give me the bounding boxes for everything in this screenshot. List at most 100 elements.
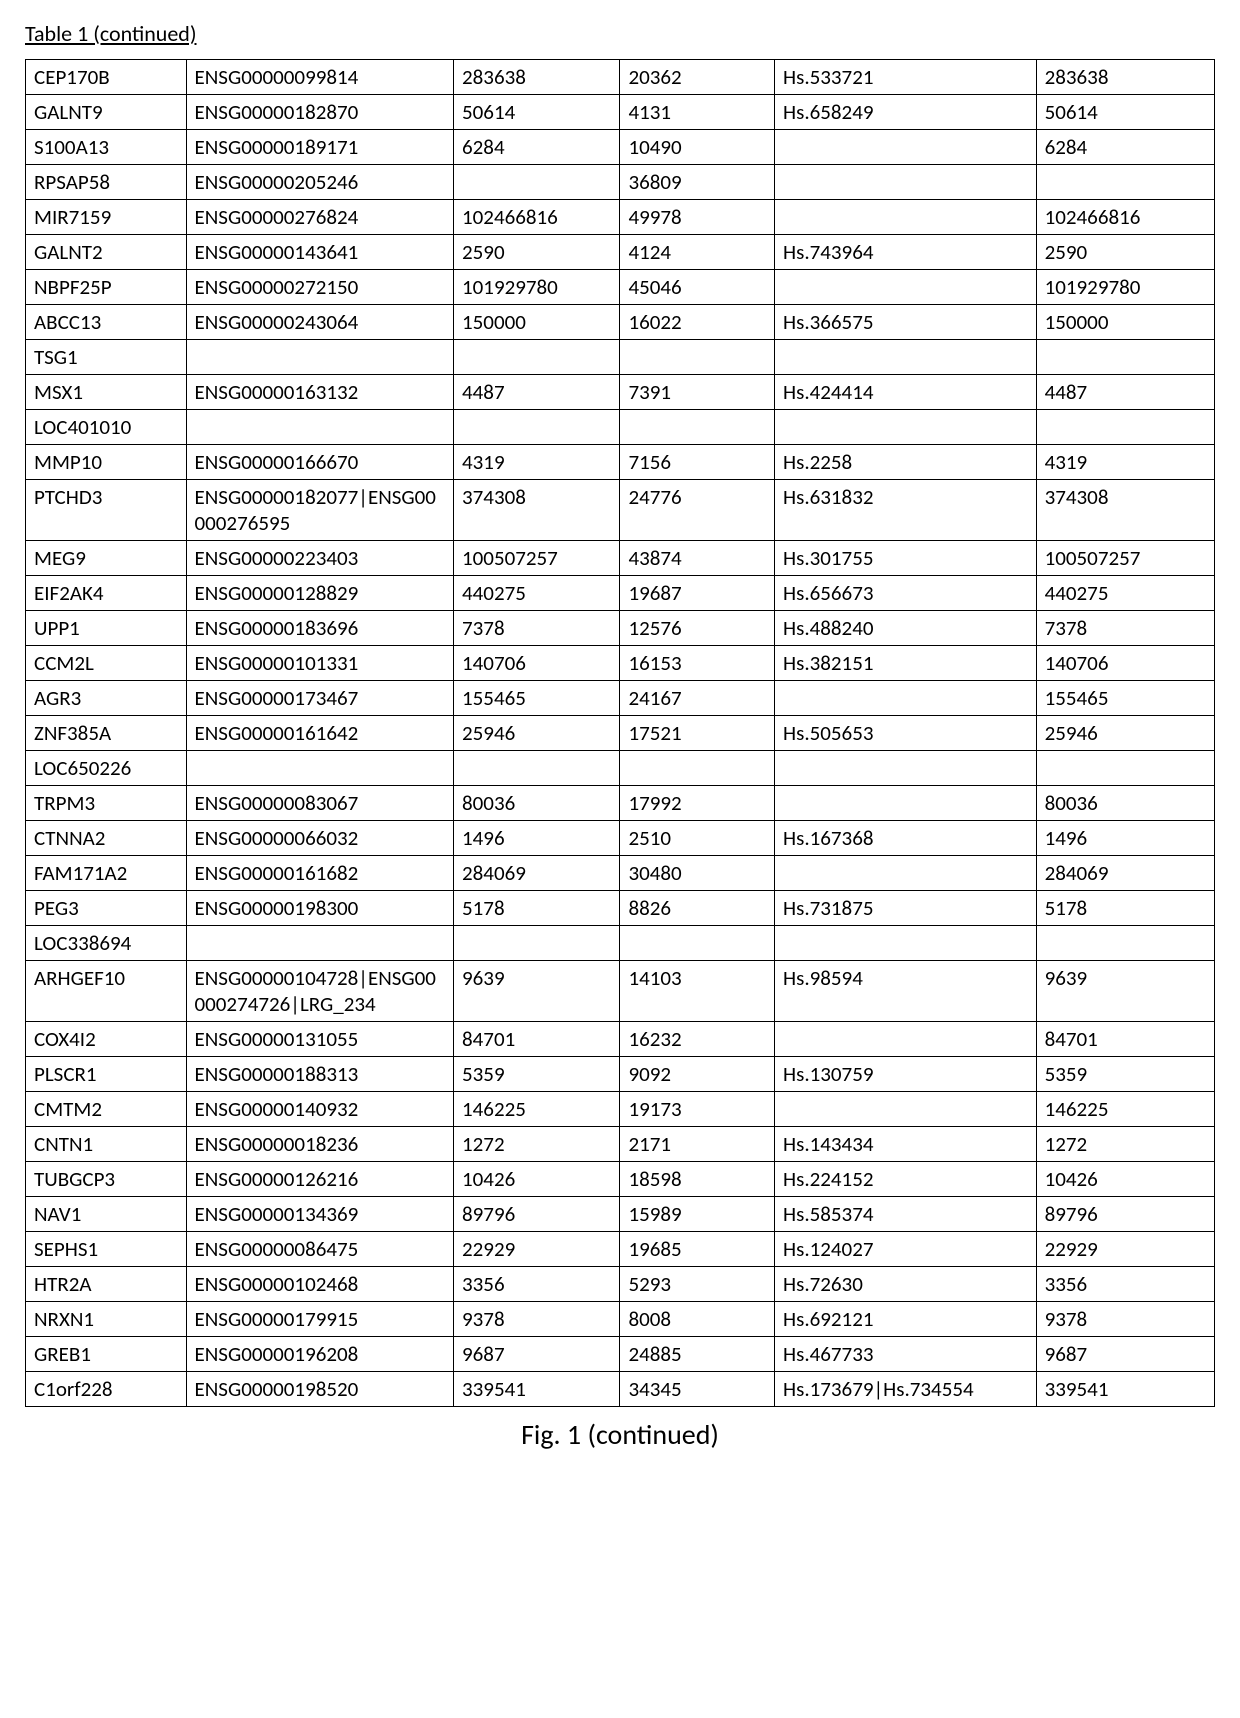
- table-cell: 102466816: [1036, 200, 1214, 235]
- table-cell: [186, 410, 454, 445]
- table-cell: [186, 926, 454, 961]
- table-cell: 19685: [620, 1232, 775, 1267]
- table-cell: 5293: [620, 1267, 775, 1302]
- table-cell: Hs.585374: [775, 1197, 1037, 1232]
- table-cell: 146225: [1036, 1092, 1214, 1127]
- table-cell: ZNF385A: [26, 716, 187, 751]
- table-cell: 16232: [620, 1022, 775, 1057]
- table-cell: 374308: [1036, 480, 1214, 541]
- table-cell: ENSG00000104728|ENSG00000274726|LRG_234: [186, 961, 454, 1022]
- table-cell: Hs.656673: [775, 576, 1037, 611]
- table-cell: [775, 681, 1037, 716]
- table-cell: 4124: [620, 235, 775, 270]
- table-cell: [775, 165, 1037, 200]
- table-cell: 9378: [1036, 1302, 1214, 1337]
- table-cell: 20362: [620, 60, 775, 95]
- table-cell: 25946: [454, 716, 620, 751]
- table-cell: 34345: [620, 1372, 775, 1407]
- table-cell: 84701: [454, 1022, 620, 1057]
- table-cell: 5359: [1036, 1057, 1214, 1092]
- table-row: GREB1ENSG00000196208968724885Hs.46773396…: [26, 1337, 1215, 1372]
- table-cell: Hs.143434: [775, 1127, 1037, 1162]
- table-cell: 45046: [620, 270, 775, 305]
- table-cell: 146225: [454, 1092, 620, 1127]
- table-row: TRPM3ENSG00000083067800361799280036: [26, 786, 1215, 821]
- table-cell: ENSG00000166670: [186, 445, 454, 480]
- table-cell: 150000: [1036, 305, 1214, 340]
- table-cell: SEPHS1: [26, 1232, 187, 1267]
- table-cell: 1272: [454, 1127, 620, 1162]
- table-cell: [775, 786, 1037, 821]
- table-row: PEG3ENSG0000019830051788826Hs.7318755178: [26, 891, 1215, 926]
- table-cell: [454, 165, 620, 200]
- table-cell: 9639: [1036, 961, 1214, 1022]
- table-cell: Hs.130759: [775, 1057, 1037, 1092]
- table-cell: 19173: [620, 1092, 775, 1127]
- table-cell: [620, 340, 775, 375]
- table-cell: 2590: [1036, 235, 1214, 270]
- table-cell: MIR7159: [26, 200, 187, 235]
- table-cell: ENSG00000018236: [186, 1127, 454, 1162]
- table-cell: Hs.731875: [775, 891, 1037, 926]
- table-cell: 7391: [620, 375, 775, 410]
- table-cell: [620, 751, 775, 786]
- table-row: CMTM2ENSG0000014093214622519173146225: [26, 1092, 1215, 1127]
- table-row: TSG1: [26, 340, 1215, 375]
- table-row: LOC401010: [26, 410, 1215, 445]
- table-row: AGR3ENSG0000017346715546524167155465: [26, 681, 1215, 716]
- table-cell: ENSG00000198300: [186, 891, 454, 926]
- table-cell: Hs.2258: [775, 445, 1037, 480]
- table-cell: [775, 856, 1037, 891]
- table-cell: Hs.224152: [775, 1162, 1037, 1197]
- table-row: MEG9ENSG0000022340310050725743874Hs.3017…: [26, 541, 1215, 576]
- table-cell: Hs.467733: [775, 1337, 1037, 1372]
- table-cell: ENSG00000083067: [186, 786, 454, 821]
- table-cell: LOC401010: [26, 410, 187, 445]
- table-cell: Hs.631832: [775, 480, 1037, 541]
- table-cell: ENSG00000128829: [186, 576, 454, 611]
- table-cell: CMTM2: [26, 1092, 187, 1127]
- table-cell: [1036, 165, 1214, 200]
- table-cell: [775, 1092, 1037, 1127]
- table-row: SEPHS1ENSG000000864752292919685Hs.124027…: [26, 1232, 1215, 1267]
- table-cell: 6284: [1036, 130, 1214, 165]
- table-cell: 440275: [454, 576, 620, 611]
- table-cell: 24776: [620, 480, 775, 541]
- table-cell: ENSG00000086475: [186, 1232, 454, 1267]
- table-cell: 80036: [1036, 786, 1214, 821]
- table-cell: 10426: [454, 1162, 620, 1197]
- table-row: CEP170BENSG0000009981428363820362Hs.5337…: [26, 60, 1215, 95]
- table-cell: 100507257: [1036, 541, 1214, 576]
- table-cell: 339541: [1036, 1372, 1214, 1407]
- table-cell: 89796: [454, 1197, 620, 1232]
- table-row: ABCC13ENSG0000024306415000016022Hs.36657…: [26, 305, 1215, 340]
- table-cell: C1orf228: [26, 1372, 187, 1407]
- table-cell: [775, 926, 1037, 961]
- table-cell: 24167: [620, 681, 775, 716]
- table-row: S100A13ENSG000001891716284104906284: [26, 130, 1215, 165]
- table-cell: 19687: [620, 576, 775, 611]
- table-cell: [454, 926, 620, 961]
- table-row: RPSAP58ENSG0000020524636809: [26, 165, 1215, 200]
- table-cell: ENSG00000102468: [186, 1267, 454, 1302]
- table-cell: 1496: [454, 821, 620, 856]
- table-cell: GALNT2: [26, 235, 187, 270]
- table-cell: [775, 200, 1037, 235]
- table-row: MSX1ENSG0000016313244877391Hs.4244144487: [26, 375, 1215, 410]
- table-cell: S100A13: [26, 130, 187, 165]
- table-cell: ENSG00000182870: [186, 95, 454, 130]
- table-cell: [1036, 410, 1214, 445]
- table-row: NBPF25PENSG00000272150101929780450461019…: [26, 270, 1215, 305]
- table-cell: TSG1: [26, 340, 187, 375]
- table-cell: ENSG00000183696: [186, 611, 454, 646]
- table-cell: PLSCR1: [26, 1057, 187, 1092]
- table-cell: 283638: [454, 60, 620, 95]
- table-cell: 3356: [1036, 1267, 1214, 1302]
- table-row: LOC338694: [26, 926, 1215, 961]
- table-cell: [775, 340, 1037, 375]
- table-cell: 9687: [454, 1337, 620, 1372]
- table-cell: Hs.173679|Hs.734554: [775, 1372, 1037, 1407]
- table-cell: 4319: [1036, 445, 1214, 480]
- table-cell: Hs.692121: [775, 1302, 1037, 1337]
- table-cell: [1036, 751, 1214, 786]
